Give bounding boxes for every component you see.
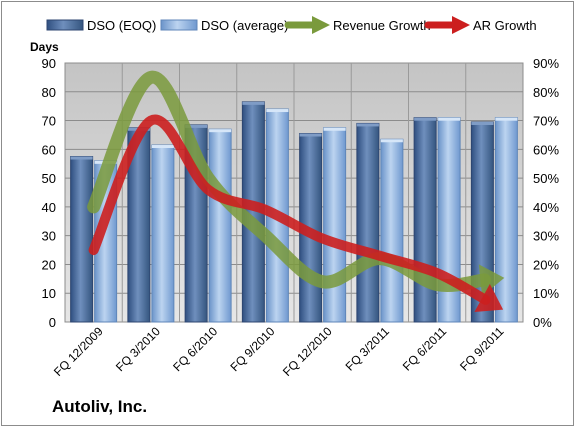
y-tick-label: 50	[42, 171, 56, 186]
bar-top	[242, 101, 265, 105]
bar-top	[266, 109, 289, 113]
bar-dso-average	[494, 117, 518, 323]
y-tick-label: 70	[42, 114, 56, 129]
x-tick-label: FQ 12/2010	[280, 324, 335, 379]
bar-top	[151, 145, 174, 149]
x-tick-label: FQ 6/2011	[400, 324, 450, 374]
y2-tick-label: 0%	[533, 315, 552, 330]
bar-dso-average	[151, 144, 175, 323]
y2-tick-label: 30%	[533, 229, 559, 244]
x-tick-label: FQ 3/2011	[343, 324, 393, 374]
bar-top	[471, 121, 494, 125]
legend-swatch-dso-eoq	[46, 19, 84, 31]
y-tick-label: 10	[42, 286, 56, 301]
y2-tick-label: 90%	[533, 56, 559, 71]
bar-dso-average	[208, 128, 232, 323]
bar-top	[438, 117, 461, 121]
y2-tick-label: 50%	[533, 171, 559, 186]
legend-arrowhead-revenue-growth	[312, 16, 330, 34]
y-tick-label: 30	[42, 229, 56, 244]
bar-top	[299, 133, 322, 137]
y-tick-label: 40	[42, 200, 56, 215]
y-tick-label: 80	[42, 85, 56, 100]
bar-top	[380, 139, 403, 143]
y-tick-label: 90	[42, 56, 56, 71]
legend-label: DSO (average)	[201, 18, 288, 33]
ar-growth-arrowhead	[474, 283, 504, 312]
x-tick-label: FQ 9/2011	[457, 324, 507, 374]
growth-lines	[87, 70, 505, 312]
y-tick-label: 60	[42, 142, 56, 157]
y2-tick-label: 80%	[533, 85, 559, 100]
company-name: Autoliv, Inc.	[52, 397, 148, 416]
bar-top	[414, 117, 437, 121]
revenue-growth-arrowhead	[478, 264, 505, 297]
bar-dso-eoq	[70, 156, 94, 323]
bar-dso-average	[380, 138, 404, 323]
y-tick-label: 20	[42, 257, 56, 272]
y2-tick-label: 20%	[533, 257, 559, 272]
legend: DSO (EOQ) DSO (average) Revenue Growth AR G…	[46, 16, 537, 34]
x-tick-label: FQ 9/2010	[228, 324, 278, 374]
legend-arrowhead-ar-growth	[452, 16, 470, 34]
y2-tick-label: 40%	[533, 200, 559, 215]
legend-swatch-dso-average	[160, 19, 198, 31]
revenue-growth-line	[87, 70, 491, 292]
legend-label: Revenue Growth	[333, 18, 431, 33]
y-tick-label: 0	[49, 315, 56, 330]
bar-dso-average	[323, 127, 347, 323]
bar-dso-eoq	[356, 122, 380, 323]
y2-tick-label: 70%	[533, 114, 559, 129]
x-tick-label: FQ 3/2010	[113, 324, 163, 374]
bar-top	[209, 129, 232, 133]
bar-top	[356, 123, 379, 127]
y2-tick-label: 60%	[533, 142, 559, 157]
bar-top	[323, 127, 346, 131]
bar-top	[185, 124, 208, 128]
ar-growth-line	[88, 114, 491, 305]
bar-dso-eoq	[413, 117, 437, 323]
x-tick-label: FQ 6/2010	[170, 324, 220, 374]
bar-top	[495, 117, 518, 121]
x-tick-label: FQ 12/2009	[51, 324, 106, 379]
y2-tick-label: 10%	[533, 286, 559, 301]
y-axis-title: Days	[30, 40, 59, 54]
legend-label: AR Growth	[473, 18, 537, 33]
bar-top	[70, 156, 93, 160]
legend-label: DSO (EOQ)	[87, 18, 156, 33]
